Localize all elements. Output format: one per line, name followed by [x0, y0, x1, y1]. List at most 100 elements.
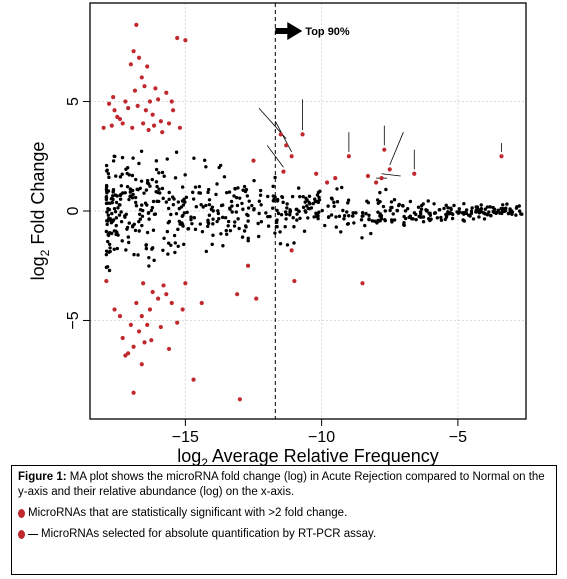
significant-point	[156, 97, 161, 102]
data-point	[240, 235, 245, 239]
data-point	[215, 219, 219, 224]
ma-plot: Top 90% −15 −10 −5 −5 0 5 log2 Average Relat…	[28, 2, 527, 465]
data-point	[134, 204, 139, 208]
data-point	[181, 203, 186, 207]
significant-point	[412, 171, 417, 176]
data-point	[206, 224, 210, 229]
data-point	[510, 212, 514, 216]
data-point	[264, 211, 268, 215]
y-axis-label: log2 Fold Change	[28, 142, 52, 281]
data-point	[381, 204, 386, 209]
data-point	[114, 216, 119, 220]
data-point	[301, 205, 306, 210]
legend-rtpcr: MicroRNAs selected for absolute quantifi…	[18, 527, 550, 542]
data-point	[104, 229, 109, 234]
data-point	[330, 196, 334, 200]
data-point	[111, 194, 115, 198]
data-point	[226, 219, 231, 224]
data-point	[252, 178, 256, 183]
data-point	[316, 200, 321, 205]
data-point	[125, 227, 129, 231]
red-dot-icon	[18, 509, 25, 518]
data-point	[144, 246, 149, 251]
data-point	[419, 212, 423, 216]
significant-point	[160, 130, 165, 135]
data-point	[116, 233, 120, 237]
data-point	[109, 231, 114, 236]
data-point	[342, 213, 347, 218]
significant-point	[131, 344, 136, 349]
data-point	[111, 159, 116, 163]
data-point	[266, 224, 271, 228]
data-point	[106, 213, 111, 217]
significant-point	[177, 125, 183, 130]
data-point	[120, 239, 124, 243]
data-point	[162, 174, 166, 178]
data-point	[181, 224, 185, 228]
data-point	[139, 149, 144, 153]
data-point	[442, 206, 446, 211]
data-point	[180, 185, 185, 189]
data-point	[134, 177, 138, 182]
data-point	[147, 264, 151, 268]
data-point	[506, 211, 511, 216]
data-point	[166, 252, 170, 256]
data-point	[220, 215, 225, 220]
significant-point	[128, 62, 133, 67]
data-point	[207, 202, 212, 207]
data-point	[191, 190, 195, 195]
data-point	[232, 194, 236, 198]
data-point	[519, 212, 523, 216]
significant-point	[171, 108, 176, 113]
data-point	[284, 217, 288, 221]
significant-point	[387, 167, 392, 172]
data-point	[140, 223, 144, 228]
significant-point	[180, 307, 185, 312]
data-point	[268, 214, 272, 219]
data-point	[346, 221, 351, 226]
data-point	[119, 184, 124, 188]
data-point	[460, 211, 464, 215]
data-point	[143, 201, 148, 205]
data-point	[488, 205, 492, 209]
data-point	[105, 169, 109, 173]
x-axis-label: log2 Average Relative Frequency	[177, 446, 439, 465]
data-point	[105, 222, 109, 227]
significant-point	[131, 390, 136, 395]
data-point	[141, 208, 145, 213]
data-point	[233, 186, 237, 191]
data-point	[309, 206, 314, 210]
data-point	[216, 209, 220, 213]
data-point	[124, 167, 128, 172]
data-point	[446, 206, 450, 210]
data-point	[307, 200, 311, 204]
data-point	[137, 229, 141, 233]
data-point	[104, 265, 109, 270]
data-point	[241, 207, 245, 211]
data-point	[508, 207, 512, 211]
data-point	[421, 219, 426, 224]
data-point	[469, 209, 474, 213]
data-point	[136, 253, 140, 257]
data-point	[161, 248, 165, 252]
data-point	[271, 206, 275, 210]
data-point	[204, 203, 208, 208]
data-point	[361, 214, 365, 218]
data-point	[145, 230, 150, 235]
data-point	[337, 214, 342, 218]
data-point	[420, 215, 424, 219]
data-point	[246, 236, 250, 240]
data-point	[406, 207, 410, 211]
data-point	[214, 192, 218, 197]
data-point	[211, 209, 215, 213]
data-point	[120, 172, 124, 176]
data-point	[259, 220, 264, 224]
data-point	[340, 185, 344, 190]
significant-points-layer	[101, 22, 504, 402]
data-point	[105, 210, 109, 214]
data-point	[517, 209, 522, 213]
data-point	[145, 178, 150, 183]
data-point	[392, 218, 397, 222]
data-point	[351, 214, 355, 218]
data-point	[113, 209, 118, 214]
